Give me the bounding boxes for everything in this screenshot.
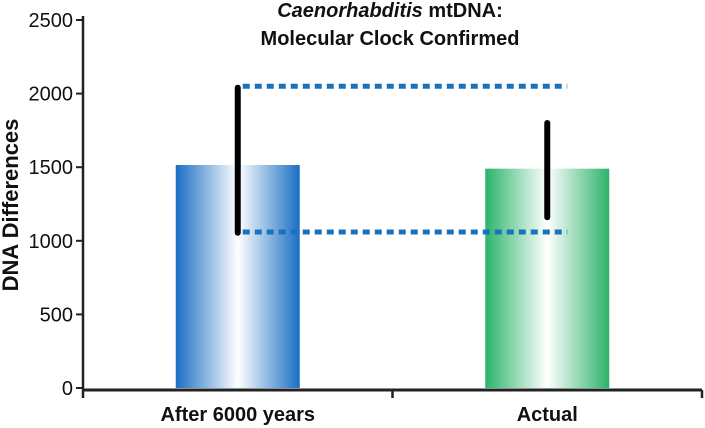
chart-title-line-1: Caenorhabditis mtDNA: [160,0,620,23]
error-bars-layer [234,84,551,236]
y-tick-label-3: 1000 [29,231,74,253]
y-tick-label-2: 500 [40,304,73,326]
chart-title-line-2: Molecular Clock Confirmed [260,28,520,50]
axes-layer: After 6000 years Actual 0 500 1000 1500 2000 25… [29,10,704,426]
x-tick-label-1: After 6000 years [160,404,315,426]
bars-layer [175,164,610,388]
x-tick-label-2: Actual [517,404,578,426]
y-tick-label-1: 0 [62,378,73,400]
chart-title-organism: Caenorhabditis [277,0,423,22]
y-axis-label: DNA Differences [0,119,23,292]
reference-lines-layer [242,83,568,235]
chart-title-suffix: mtDNA: [422,0,503,22]
y-tick-label-5: 2000 [29,84,74,106]
y-tick-label-4: 1500 [29,157,74,179]
y-tick-label-6: 2500 [29,10,74,32]
